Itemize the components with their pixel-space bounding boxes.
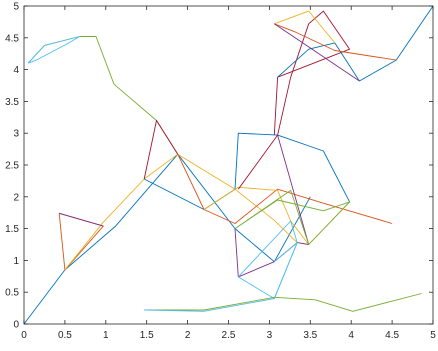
series-line-6 bbox=[27, 36, 81, 64]
x-tick-label-2: 1 bbox=[103, 330, 109, 341]
ticks-layer: 0 0.5 1 1.5 2 2.5 3 3.5 4 4.5 5 0 0.5 1 1.5 2 2.5 3 3.5 4 4.… bbox=[5, 2, 436, 342]
y-tick-label-7: 3.5 bbox=[5, 97, 19, 108]
series-line-9 bbox=[177, 154, 393, 224]
y-tick-label-10: 5 bbox=[13, 2, 19, 13]
series-line-19 bbox=[144, 293, 422, 312]
y-tick-label-9: 4.5 bbox=[5, 33, 19, 44]
series-line-20 bbox=[144, 242, 298, 312]
axes-box bbox=[23, 5, 434, 325]
x-tick-label-7: 3.5 bbox=[303, 330, 317, 341]
x-tick-label-8: 4 bbox=[348, 330, 354, 341]
x-tick-label-6: 3 bbox=[267, 330, 273, 341]
x-tick-label-3: 1.5 bbox=[140, 330, 154, 341]
x-tick-label-4: 2 bbox=[185, 330, 191, 341]
series-line-18 bbox=[274, 23, 360, 82]
y-tick-label-5: 2.5 bbox=[5, 161, 19, 172]
x-tick-label-1: 0.5 bbox=[58, 330, 72, 341]
x-tick-label-0: 0 bbox=[21, 330, 27, 341]
series-line-17 bbox=[274, 10, 336, 44]
series-line-4 bbox=[59, 212, 104, 227]
series-line-5 bbox=[27, 36, 179, 155]
series-line-2 bbox=[58, 212, 104, 271]
x-tick-label-5: 2.5 bbox=[222, 330, 236, 341]
y-tick-label-3: 1.5 bbox=[5, 224, 19, 235]
series-line-14 bbox=[237, 10, 351, 190]
series-line-12 bbox=[234, 189, 351, 245]
series-line-3 bbox=[64, 153, 298, 271]
series-line-7 bbox=[143, 120, 179, 180]
y-tick-label-0: 0 bbox=[13, 320, 19, 331]
x-tick-label-10: 5 bbox=[430, 330, 436, 341]
y-tick-label-1: 0.5 bbox=[5, 288, 19, 299]
y-tick-label-2: 1 bbox=[13, 256, 19, 267]
series-line-11 bbox=[234, 134, 310, 278]
y-tick-label-6: 3 bbox=[13, 129, 19, 140]
y-tick-label-4: 2 bbox=[13, 192, 19, 203]
series-line-15 bbox=[277, 5, 434, 82]
y-tick-label-8: 4 bbox=[13, 65, 19, 76]
series-line-13 bbox=[237, 220, 298, 300]
series-line-16 bbox=[274, 23, 397, 61]
x-tick-label-9: 4.5 bbox=[385, 330, 399, 341]
series-layer bbox=[23, 5, 434, 325]
